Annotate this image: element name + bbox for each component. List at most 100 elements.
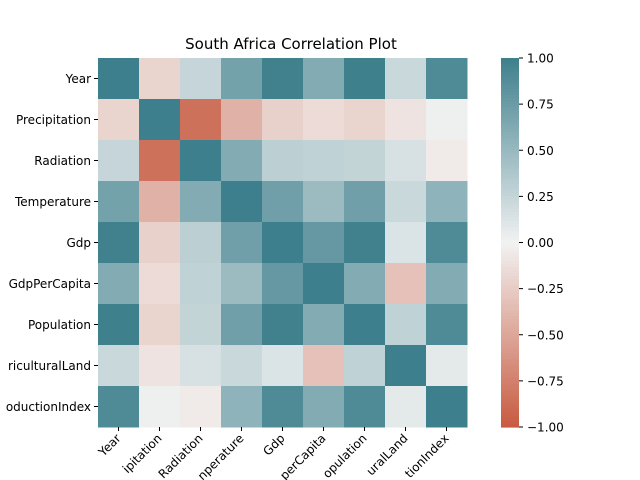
colorbar-segment bbox=[501, 347, 519, 351]
heatmap-cell bbox=[262, 181, 304, 223]
heatmap-cell bbox=[385, 304, 427, 346]
colorbar-segment bbox=[501, 70, 519, 74]
colorbar-segment bbox=[501, 88, 519, 93]
colorbar-segment bbox=[501, 282, 519, 287]
colorbar-segment bbox=[501, 153, 519, 157]
heatmap-cell bbox=[98, 222, 140, 264]
colorbar-segment bbox=[501, 156, 519, 161]
colorbar-segment bbox=[501, 300, 519, 305]
colorbar-segment bbox=[501, 162, 519, 167]
heatmap-cell bbox=[180, 181, 222, 223]
heatmap-cell bbox=[180, 58, 222, 100]
colorbar-segment bbox=[501, 279, 519, 284]
colorbar-segment bbox=[501, 387, 519, 391]
colorbar-segment bbox=[501, 414, 519, 419]
y-tick-label: riculturalLand bbox=[8, 359, 91, 373]
heatmap-cell bbox=[426, 99, 468, 141]
colorbar-segment bbox=[501, 291, 519, 296]
colorbar-segment bbox=[501, 408, 519, 413]
colorbar-segment bbox=[501, 350, 519, 354]
heatmap-cell bbox=[139, 345, 181, 387]
colorbar-segment bbox=[501, 104, 519, 108]
heatmap-cell bbox=[262, 386, 304, 428]
heatmap-cell bbox=[303, 345, 345, 387]
heatmap-cell bbox=[426, 140, 468, 182]
colorbar-segment bbox=[501, 304, 519, 308]
colorbar-segment bbox=[501, 245, 519, 250]
colorbar-segment bbox=[501, 116, 519, 121]
colorbar-segment bbox=[501, 294, 519, 299]
heatmap-cell bbox=[262, 222, 304, 264]
heatmap-cell bbox=[426, 181, 468, 223]
colorbar-segment bbox=[501, 67, 519, 71]
heatmap-cell bbox=[262, 58, 304, 100]
colorbar-segment bbox=[501, 131, 519, 136]
colorbar-segment bbox=[501, 196, 519, 201]
colorbar-segment bbox=[501, 362, 519, 367]
x-tick-label: Year bbox=[95, 431, 124, 460]
colorbar-segment bbox=[501, 181, 519, 185]
colorbar-segment bbox=[501, 187, 519, 191]
y-tick-label: Temperature bbox=[14, 195, 91, 209]
heatmap-cells bbox=[98, 58, 468, 428]
colorbar-segment bbox=[501, 113, 519, 118]
heatmap-cell bbox=[303, 304, 345, 346]
heatmap-cell bbox=[221, 304, 263, 346]
colorbar-segment bbox=[501, 273, 519, 277]
colorbar-segment bbox=[501, 85, 519, 90]
colorbar-segment bbox=[501, 58, 519, 62]
heatmap-cell bbox=[262, 345, 304, 387]
y-axis-tick-labels: Year Precipitation Radiation Temperature Gdp… bbox=[6, 72, 98, 414]
heatmap-cell bbox=[303, 222, 345, 264]
heatmap-cell bbox=[426, 58, 468, 100]
colorbar-segment bbox=[501, 353, 519, 357]
colorbar-segment bbox=[501, 230, 519, 234]
heatmap-cell bbox=[385, 140, 427, 182]
colorbar-segment bbox=[501, 319, 519, 324]
heatmap-cell bbox=[426, 304, 468, 346]
y-tick-label: oductionIndex bbox=[6, 400, 91, 414]
heatmap-cell bbox=[221, 222, 263, 264]
colorbar-segment bbox=[501, 390, 519, 394]
colorbar-segment bbox=[501, 82, 519, 87]
colorbar-segment bbox=[501, 399, 519, 403]
y-tick-label: Gdp bbox=[66, 236, 91, 250]
colorbar-tick-label: −0.50 bbox=[527, 328, 564, 342]
heatmap-cell bbox=[98, 386, 140, 428]
colorbar-segment bbox=[501, 122, 519, 127]
colorbar-segment bbox=[501, 107, 519, 111]
heatmap-cell bbox=[139, 58, 181, 100]
x-tick-label: tionIndex bbox=[402, 431, 452, 480]
colorbar-segment bbox=[501, 236, 519, 241]
heatmap-cell bbox=[344, 140, 386, 182]
colorbar-tick-label: −1.00 bbox=[527, 421, 564, 435]
heatmap-cell bbox=[303, 181, 345, 223]
heatmap-cell bbox=[221, 58, 263, 100]
colorbar-segment bbox=[501, 334, 519, 339]
colorbar-segment bbox=[501, 285, 519, 290]
colorbar-segment bbox=[501, 340, 519, 345]
colorbar-segment bbox=[501, 220, 519, 225]
colorbar-segment bbox=[501, 144, 519, 148]
heatmap-cell bbox=[180, 386, 222, 428]
chart-title: South Africa Correlation Plot bbox=[185, 35, 397, 53]
y-tick-label: Precipitation bbox=[16, 113, 91, 127]
colorbar-tick-label: 0.25 bbox=[527, 190, 554, 204]
colorbar-segment bbox=[501, 125, 519, 130]
colorbar-segment bbox=[501, 214, 519, 219]
colorbar-segment bbox=[501, 174, 519, 179]
colorbar-segment bbox=[501, 359, 519, 364]
heatmap-cell bbox=[385, 386, 427, 428]
heatmap-cell bbox=[98, 345, 140, 387]
heatmap-cell bbox=[221, 345, 263, 387]
heatmap-cell bbox=[180, 263, 222, 305]
colorbar-segment bbox=[501, 270, 519, 274]
colorbar-segment bbox=[501, 97, 519, 102]
colorbar-segment bbox=[501, 94, 519, 99]
heatmap-cell bbox=[303, 99, 345, 141]
colorbar-segment bbox=[501, 211, 519, 216]
colorbar-segment bbox=[501, 374, 519, 379]
heatmap-cell bbox=[98, 58, 140, 100]
